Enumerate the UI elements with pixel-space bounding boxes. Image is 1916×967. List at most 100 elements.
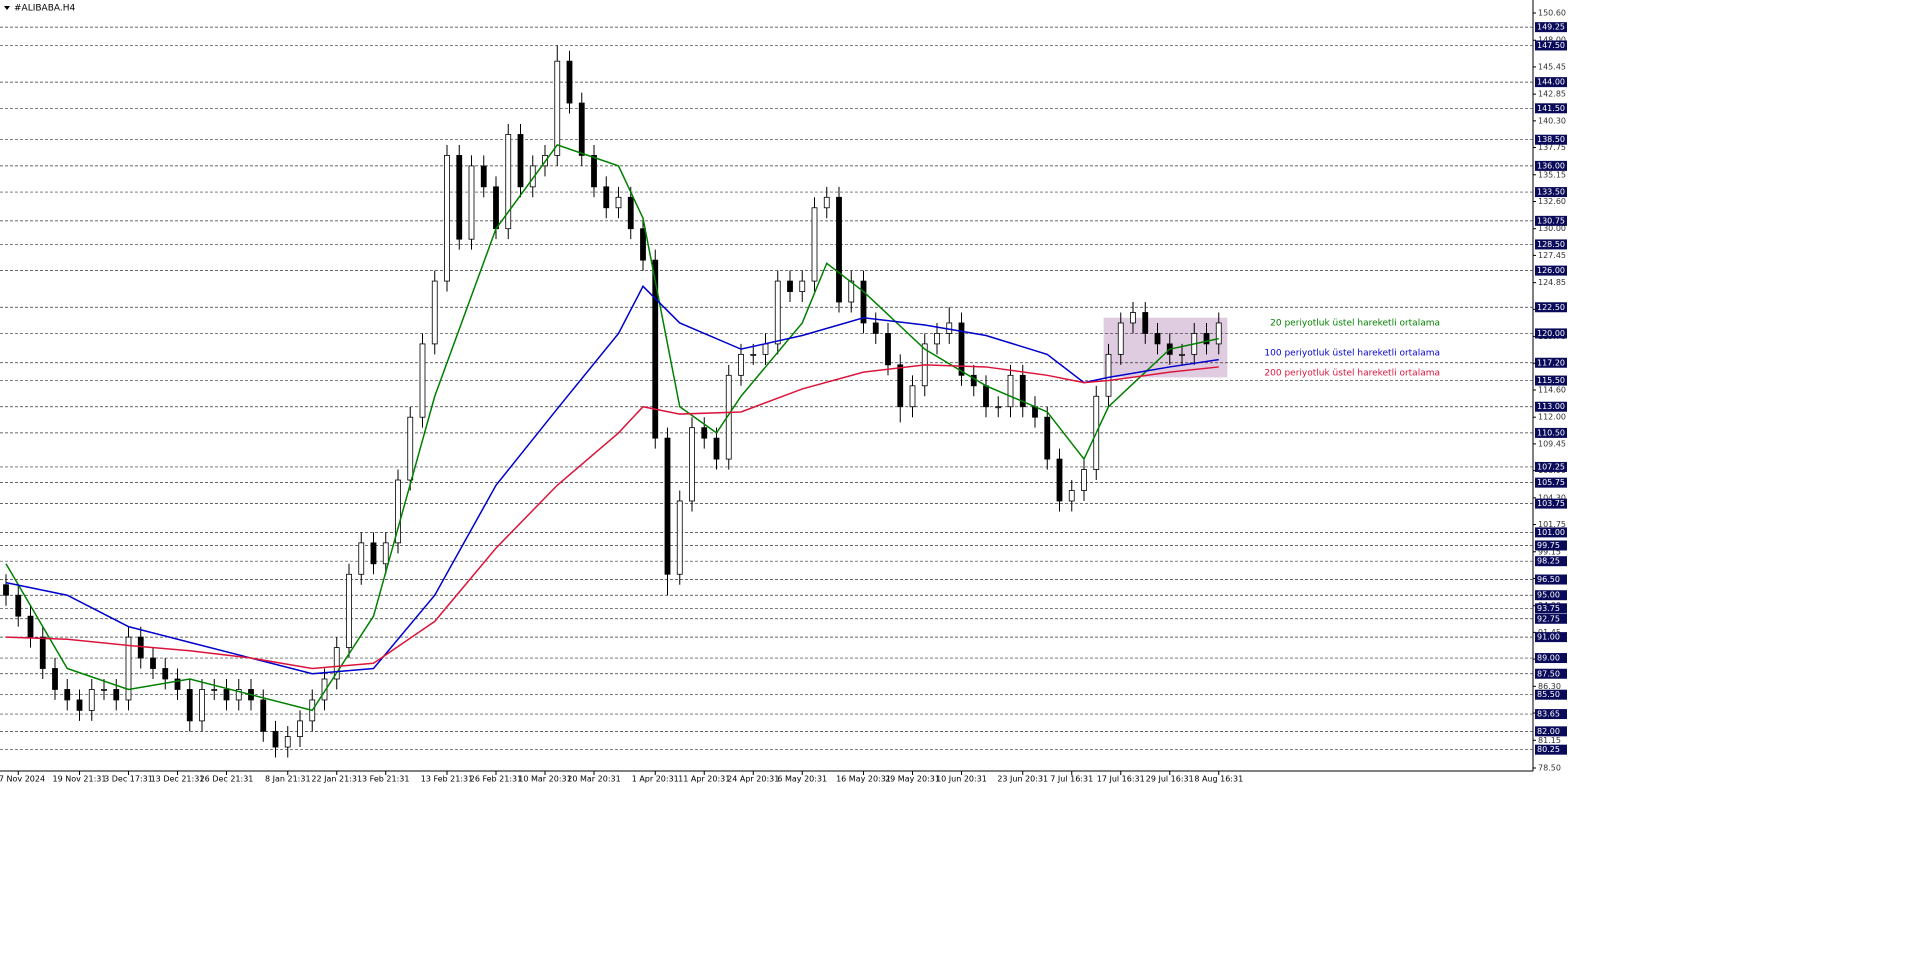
candle-body [995, 406, 1002, 409]
candle-body [1056, 458, 1063, 502]
level-label-box [1535, 22, 1567, 33]
candle-body [958, 322, 965, 376]
level-label: 91.00 [1537, 633, 1560, 642]
level-label: 136.00 [1537, 161, 1565, 170]
candle-body [199, 689, 205, 722]
candle-body [456, 155, 463, 240]
candle-body [750, 353, 757, 356]
candle-body [1068, 490, 1075, 502]
level-label-box [1535, 668, 1567, 679]
x-tick-label: 3 Dec 17:31 [104, 775, 153, 784]
y-tick-label: 142.85 [1538, 90, 1566, 99]
level-label-box [1535, 527, 1567, 538]
x-tick-label: 8 Aug 16:31 [1194, 775, 1243, 784]
moving-average-line [5, 364, 1219, 670]
level-label-box [1535, 302, 1567, 313]
candle-body [431, 280, 438, 345]
y-tick-label: 99.15 [1538, 547, 1561, 556]
level-label-box [1535, 574, 1567, 585]
candle-body [76, 699, 83, 711]
x-tick-label: 24 Apr 20:31 [727, 775, 779, 784]
level-label-box [1535, 653, 1567, 664]
candle-body [137, 636, 144, 659]
y-tick-label: 137.75 [1538, 143, 1566, 152]
x-tick-label: 13 Feb 21:31 [421, 775, 473, 784]
candle-body [382, 542, 389, 565]
candle-body [468, 165, 475, 240]
candle-body [480, 165, 487, 188]
level-label-box [1535, 461, 1567, 472]
candle-body [162, 668, 169, 680]
level-label-box [1535, 632, 1567, 643]
candle-body [689, 427, 695, 502]
x-tick-label: 26 Feb 21:31 [470, 775, 522, 784]
y-tick-label: 127.45 [1538, 251, 1566, 260]
candle-body [701, 427, 708, 439]
candle-body [101, 689, 107, 691]
level-label-box [1535, 401, 1567, 412]
candle-body [885, 333, 891, 366]
candle-body [3, 584, 9, 596]
moving-average-line [5, 144, 1219, 712]
candle-body [836, 196, 842, 303]
candle-body [493, 186, 499, 230]
candle-body [1215, 322, 1222, 345]
candle-body [1019, 374, 1026, 408]
candle-body [860, 280, 867, 324]
legend-label: 20 periyotluk üstel hareketli ortalama [1270, 319, 1440, 329]
candle-body [150, 657, 156, 669]
x-tick-label: 10 Jun 20:31 [936, 775, 987, 784]
level-label-box [1535, 689, 1567, 700]
candle-body [52, 668, 58, 690]
level-label: 80.25 [1537, 745, 1560, 754]
candle-body [872, 322, 879, 334]
x-tick-label: 29 May 20:31 [885, 775, 940, 784]
level-label: 87.50 [1537, 669, 1560, 678]
candle-body [444, 155, 450, 282]
y-tick-label: 130.00 [1538, 224, 1566, 233]
candle-body [407, 416, 414, 481]
level-label-box [1535, 160, 1567, 171]
x-tick-label: 20 Mar 20:31 [567, 775, 620, 784]
level-label: 120.00 [1537, 329, 1565, 338]
chart-title: #ALIBABA.H4 [14, 4, 75, 14]
level-label-box [1535, 556, 1567, 567]
candle-body [358, 542, 365, 575]
candle-body [1081, 469, 1087, 491]
candle-body [1130, 312, 1136, 324]
x-tick-label: 13 Dec 21:31 [151, 775, 205, 784]
candle-body [640, 228, 646, 261]
level-label: 99.75 [1537, 541, 1560, 550]
level-label: 141.50 [1537, 104, 1565, 113]
candle-body [615, 196, 622, 209]
y-tick-label: 124.85 [1538, 278, 1566, 287]
candle-body [787, 280, 793, 292]
candle-body [346, 573, 352, 648]
level-label-box [1535, 540, 1567, 551]
y-tick-label: 101.75 [1538, 520, 1566, 529]
level-label-box [1535, 613, 1567, 624]
level-label: 113.00 [1537, 402, 1565, 411]
candle-body [186, 689, 193, 722]
candle-body [517, 134, 524, 188]
level-label: 93.75 [1537, 604, 1560, 613]
candle-body [1007, 374, 1014, 408]
candle-body [260, 699, 267, 732]
candle-body [676, 500, 683, 575]
y-tick-label: 150.60 [1538, 9, 1566, 18]
candle-body [1044, 416, 1051, 460]
level-label-box [1535, 265, 1567, 276]
level-label: 95.00 [1537, 591, 1560, 600]
x-tick-label: 8 Jan 21:31 [265, 775, 311, 784]
candle-body [578, 102, 585, 156]
candle-body [823, 196, 830, 209]
y-tick-label: 78.50 [1538, 764, 1561, 773]
candle-body [554, 60, 561, 156]
candle-body [762, 343, 769, 355]
candle-body [113, 689, 120, 701]
legend-label: 200 periyotluk üstel hareketli ortalama [1264, 369, 1440, 379]
level-label: 115.50 [1537, 376, 1565, 385]
candle-body [909, 385, 916, 408]
y-tick-label: 109.45 [1538, 439, 1566, 448]
